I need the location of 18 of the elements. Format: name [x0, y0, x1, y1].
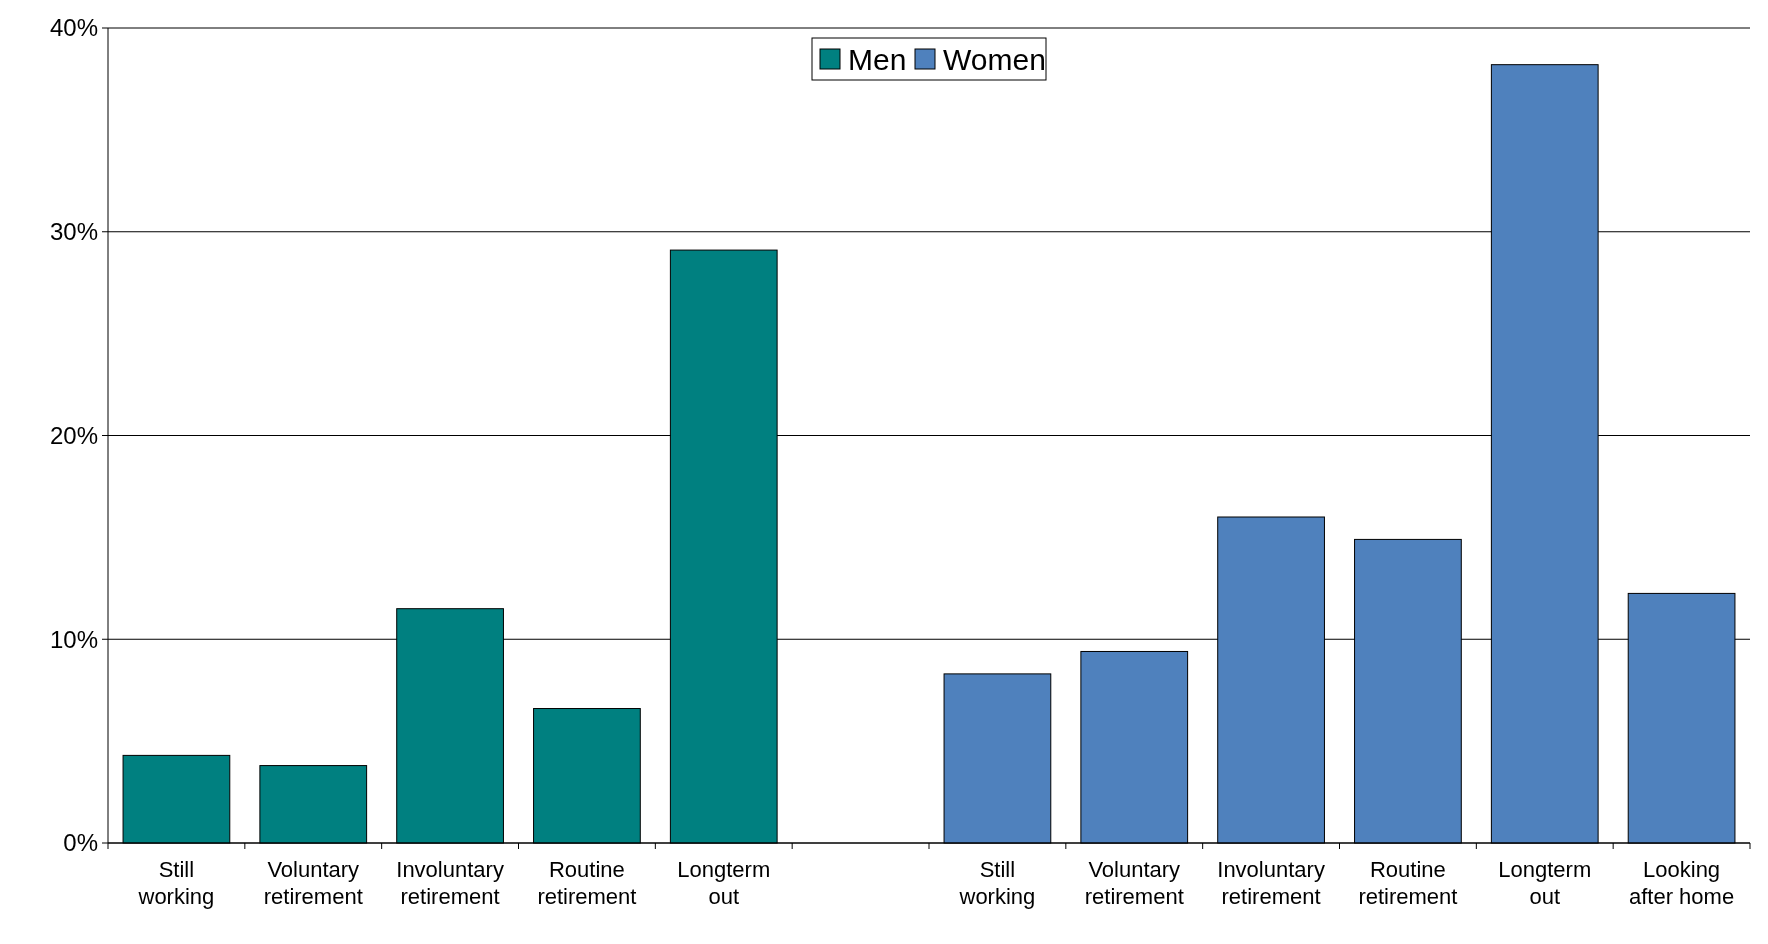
x-tick-label: Looking after home: [1629, 857, 1735, 909]
x-tick-label: Longterm out: [677, 857, 771, 909]
x-tick-label: Voluntary retirement: [263, 857, 363, 909]
x-tick-label: Routine retirement: [537, 857, 637, 909]
y-tick-label: 10%: [49, 625, 98, 653]
y-tick-label: 0%: [63, 829, 98, 857]
x-tick-label: Still working: [137, 857, 215, 909]
y-tick-label: 40%: [49, 14, 98, 42]
x-tick-label: Longterm out: [1498, 857, 1592, 909]
x-tick-label: Routine retirement: [1358, 857, 1458, 909]
y-tick-label: 30%: [49, 218, 98, 246]
x-tick-label: Involuntary retirement: [1217, 857, 1325, 909]
x-tick-label: Still working: [958, 857, 1036, 909]
x-tick-label: Voluntary retirement: [1084, 857, 1184, 909]
y-tick-label: 20%: [49, 421, 98, 449]
x-tick-label: Involuntary retirement: [396, 857, 504, 909]
legend-label: Women: [943, 42, 1046, 76]
legend-label: Men: [848, 42, 907, 76]
